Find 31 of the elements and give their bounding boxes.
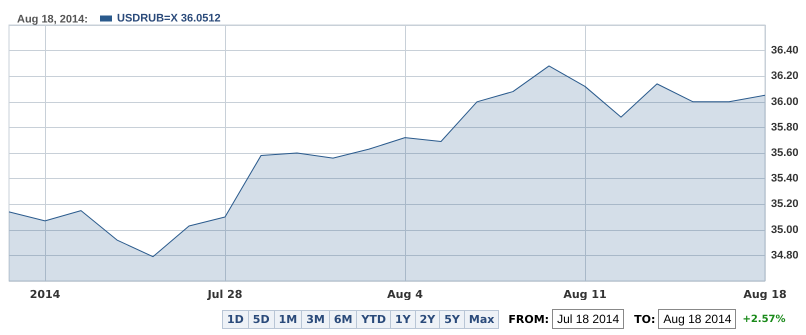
- range-button: 3M: [301, 310, 330, 328]
- range-button: 5Y: [439, 310, 465, 328]
- range-button: 2Y: [414, 310, 440, 328]
- y-tick-label: 36.40: [771, 44, 799, 57]
- range-button: YTD: [356, 310, 392, 328]
- legend-label: USDRUB=X 36.0512: [117, 12, 221, 24]
- date-field: Jul 18 2014: [552, 309, 624, 329]
- y-tick-label: 35.20: [771, 198, 799, 210]
- range-button: 5D: [248, 310, 275, 328]
- y-tick-label: 36.20: [771, 70, 799, 82]
- y-tick-label: 36.00: [771, 96, 799, 108]
- y-tick-label: 35.60: [771, 147, 799, 159]
- range-button: Max: [464, 310, 500, 328]
- date-field: Aug 18 2014: [658, 309, 736, 329]
- y-tick-label: 35.40: [771, 172, 799, 185]
- range-button: 1Y: [390, 310, 416, 328]
- y-tick-label: 35.00: [771, 224, 799, 236]
- range-button: 1D: [222, 310, 249, 328]
- text: TO:: [634, 312, 656, 326]
- x-tick-label: Jul 28: [206, 288, 242, 301]
- range-button: 1M: [274, 310, 302, 328]
- range-button: 6M: [328, 310, 358, 328]
- y-tick-label: 34.80: [771, 249, 799, 262]
- x-tick-label: Aug 4: [387, 288, 424, 301]
- x-tick-label: Aug 11: [563, 288, 607, 301]
- text: +2.57%: [742, 314, 786, 324]
- y-tick-label: 35.80: [771, 121, 799, 134]
- text: FROM:: [508, 312, 550, 326]
- x-tick-label: Aug 18: [743, 288, 787, 301]
- chart-title: Aug 18, 2014:: [17, 14, 88, 26]
- x-tick-label: 2014: [30, 288, 61, 301]
